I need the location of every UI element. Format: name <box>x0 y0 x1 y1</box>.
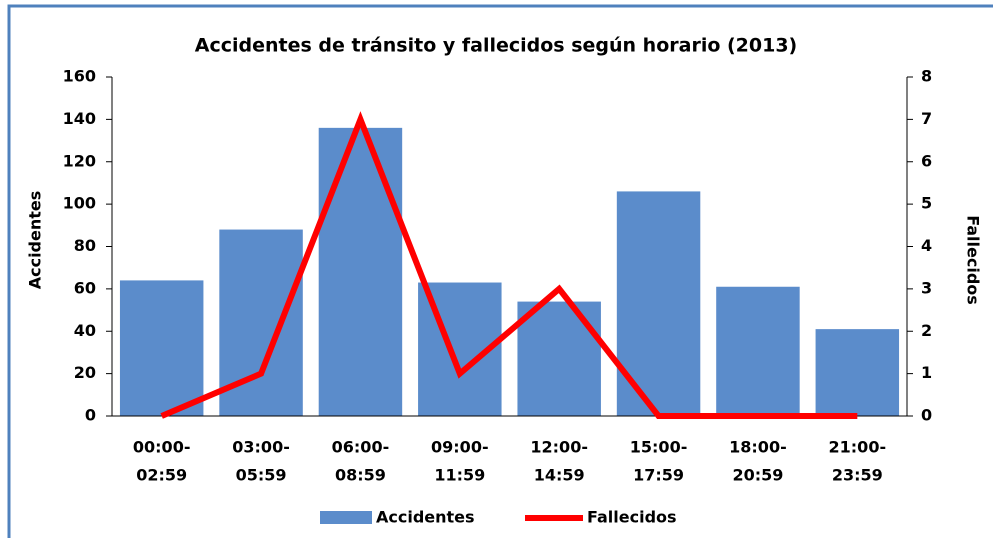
x-tick-label: 14:59 <box>534 466 585 485</box>
line <box>160 111 858 419</box>
chart-frame <box>7 4 993 538</box>
x-tick-label: 21:00- <box>829 438 887 457</box>
x-tick-label: 23:59 <box>832 466 883 485</box>
y-tick-label: 60 <box>74 278 96 297</box>
y-tick-label: 140 <box>63 109 96 128</box>
x-tick-label: 09:00- <box>431 438 489 457</box>
y2-tick-label: 2 <box>921 321 932 340</box>
chart-title: Accidentes de tránsito y fallecidos segú… <box>195 35 798 57</box>
y2-tick-label: 3 <box>921 278 932 297</box>
y-tick-label: 160 <box>63 67 96 86</box>
x-tick-label: 17:59 <box>633 466 684 485</box>
bar <box>517 301 601 416</box>
x-tick-label: 20:59 <box>732 466 783 485</box>
y-tick-label: 100 <box>63 194 96 213</box>
bar <box>815 329 900 416</box>
x-tick-label: 08:59 <box>335 466 386 485</box>
bar <box>318 127 403 416</box>
bar <box>119 280 204 416</box>
x-tick-label: 03:00- <box>232 438 290 457</box>
legend-label: Accidentes <box>376 508 475 527</box>
legend-swatch <box>320 511 372 524</box>
y2-tick-label: 6 <box>921 151 932 170</box>
y2-tick-label: 7 <box>921 109 932 128</box>
x-tick-label: 12:00- <box>530 438 588 457</box>
y2-tick-label: 1 <box>921 363 932 382</box>
y-tick-label: 0 <box>85 406 96 425</box>
x-tick-label: 18:00- <box>729 438 787 457</box>
x-tick-label: 05:59 <box>236 466 287 485</box>
x-tick-label: 06:00- <box>332 438 390 457</box>
x-tick-label: 15:00- <box>630 438 688 457</box>
y2-tick-label: 0 <box>921 406 932 425</box>
x-tick-label: 11:59 <box>434 466 485 485</box>
y2-tick-label: 5 <box>921 194 932 213</box>
y-tick-label: 120 <box>63 151 96 170</box>
x-tick-label: 00:00- <box>133 438 191 457</box>
bar <box>716 286 800 416</box>
legend-label: Fallecidos <box>587 508 677 527</box>
y2-tick-label: 8 <box>921 67 932 86</box>
y2-axis-label: Fallecidos <box>964 215 983 305</box>
y-tick-label: 40 <box>74 321 96 340</box>
y-tick-label: 80 <box>74 236 96 255</box>
y2-tick-label: 4 <box>921 236 932 255</box>
y-tick-label: 20 <box>74 363 96 382</box>
x-tick-label: 02:59 <box>136 466 187 485</box>
y-axis-label: Accidentes <box>26 191 45 290</box>
